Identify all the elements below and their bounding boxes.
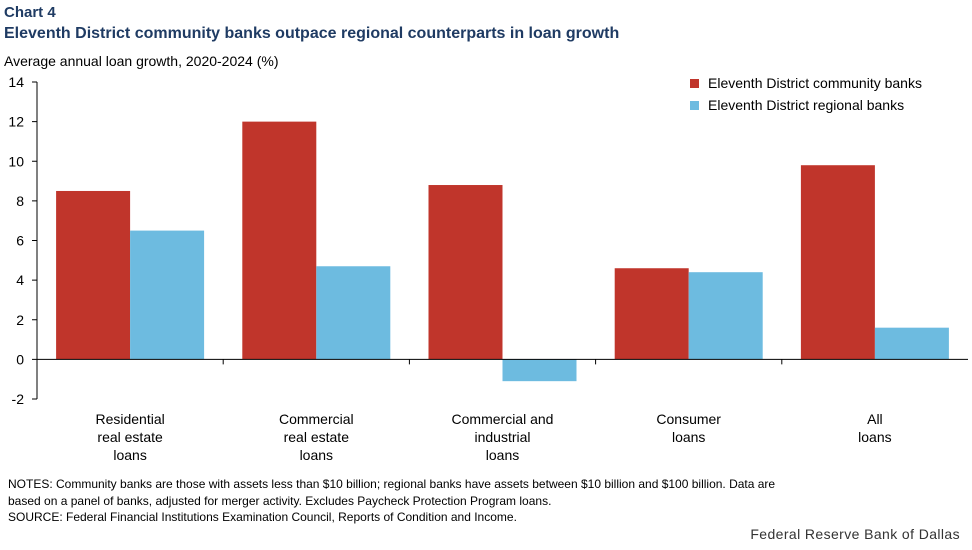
y-tick-label: 6	[16, 233, 24, 249]
y-tick-label: 14	[8, 74, 24, 90]
x-category-label: loans	[113, 447, 146, 463]
legend-swatch-community	[690, 78, 699, 88]
legend-item-community: Eleventh District community banks	[690, 72, 922, 94]
x-category-label: loans	[486, 447, 519, 463]
bar-regional	[874, 327, 949, 360]
legend-item-regional: Eleventh District regional banks	[690, 94, 922, 116]
x-category-label: real estate	[97, 429, 163, 445]
y-axis-label: Average annual loan growth, 2020-2024 (%…	[4, 53, 279, 69]
legend-swatch-regional	[690, 100, 699, 110]
bar-chart: 14 12 10 8 6 4 2 0 -2 Residential real estate loans…	[8, 74, 968, 463]
x-category-label: Consumer	[656, 411, 721, 427]
y-tick-label: -2	[12, 391, 25, 407]
bar-community	[56, 190, 131, 360]
legend-label-community: Eleventh District community banks	[708, 75, 922, 91]
bar-community	[800, 165, 875, 360]
bar-regional	[130, 230, 205, 360]
bar-regional	[502, 359, 577, 382]
y-tick-label: 10	[8, 153, 24, 169]
x-category-label: industrial	[474, 429, 530, 445]
chart-title: Eleventh District community banks outpac…	[4, 25, 620, 42]
source-line: SOURCE: Federal Financial Institutions E…	[8, 510, 517, 524]
x-category-label: loans	[858, 429, 891, 445]
bar-community	[614, 268, 689, 360]
legend: Eleventh District community banks Eleven…	[690, 72, 922, 116]
x-category-label: loans	[300, 447, 333, 463]
x-category-label: loans	[672, 429, 705, 445]
bar-regional	[688, 272, 763, 360]
x-category-label: Commercial and	[452, 411, 554, 427]
x-category-label: All	[867, 411, 883, 427]
y-tick-label: 12	[8, 114, 24, 130]
y-tick-label: 4	[16, 272, 24, 288]
bar-community	[242, 121, 317, 360]
y-tick-label: 2	[16, 312, 24, 328]
bar-regional	[316, 266, 391, 360]
bar-community	[428, 185, 503, 360]
x-category-label: Residential	[95, 411, 164, 427]
chart-number: Chart 4	[4, 4, 56, 21]
footer-source-org: Federal Reserve Bank of Dallas	[750, 526, 960, 542]
notes: NOTES: Community banks are those with as…	[8, 476, 968, 526]
x-category-label: real estate	[284, 429, 350, 445]
legend-label-regional: Eleventh District regional banks	[708, 97, 905, 113]
y-tick-label: 0	[16, 351, 24, 367]
x-category-label: Commercial	[279, 411, 354, 427]
notes-line: based on a panel of banks, adjusted for …	[8, 493, 552, 508]
y-tick-label: 8	[16, 193, 24, 209]
notes-line: NOTES: Community banks are those with as…	[8, 477, 776, 491]
